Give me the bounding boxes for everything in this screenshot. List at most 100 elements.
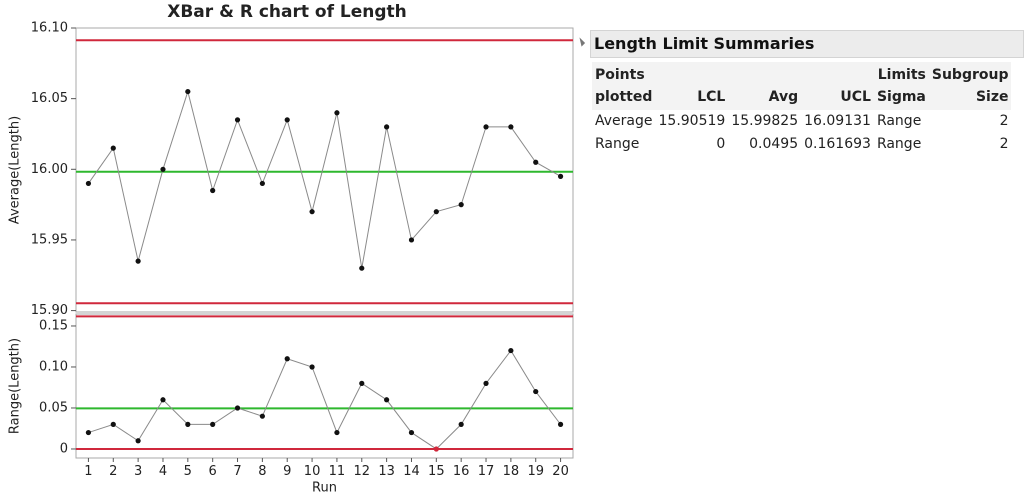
- data-point: [533, 159, 539, 165]
- summary-table: Points plotted LCL Avg UCL Limits Sigma …: [592, 62, 1012, 156]
- data-point: [359, 265, 365, 271]
- plot-frame: [75, 313, 574, 459]
- x-tick-label: 5: [184, 464, 192, 479]
- data-point: [458, 421, 464, 427]
- column-header: LCL: [655, 62, 729, 110]
- column-header: Subgroup Size: [928, 62, 1012, 110]
- data-point: [259, 180, 265, 187]
- chart-title: XBar & R chart of Length: [167, 2, 407, 22]
- data-point: [135, 258, 141, 264]
- column-header: Limits Sigma: [873, 62, 929, 110]
- x-tick-label: 16: [453, 464, 470, 479]
- column-header: Points plotted: [592, 62, 656, 110]
- y-tick-label: 16.00: [31, 162, 68, 177]
- data-point: [110, 421, 116, 427]
- panel-title: Length Limit Summaries: [594, 34, 815, 53]
- column-header: UCL: [801, 62, 874, 110]
- y-tick-label: 16.05: [31, 91, 68, 106]
- x-tick-label: 4: [159, 464, 167, 479]
- table-cell: 0.161693: [804, 136, 871, 152]
- data-point: [408, 429, 415, 436]
- data-point: [259, 413, 265, 419]
- table-cell: 0.0495: [749, 136, 799, 152]
- data-point: [557, 173, 564, 179]
- data-point: [284, 117, 290, 123]
- data-point: [85, 429, 92, 436]
- x-tick-label: 1: [84, 464, 92, 479]
- table-cell: 16.09131: [804, 113, 871, 129]
- table-cell: 2: [999, 136, 1009, 152]
- x-tick-label: 14: [403, 464, 420, 479]
- data-point: [334, 429, 340, 436]
- data-point: [160, 397, 166, 403]
- y-tick-label: 0.10: [39, 359, 68, 374]
- data-point: [384, 124, 390, 130]
- x-axis-label: Run: [312, 481, 337, 496]
- table-cell: 15.90519: [658, 113, 726, 129]
- x-tick-label: 18: [503, 464, 520, 479]
- table-row: Range 0 0.0495 0.161693 Range 2: [592, 133, 1011, 156]
- column-header: Avg: [728, 62, 802, 110]
- x-tick-label: 12: [354, 464, 371, 479]
- plot-frame: [75, 27, 574, 313]
- data-point: [135, 438, 141, 444]
- data-point: [160, 166, 166, 172]
- x-tick-label: 9: [283, 464, 291, 479]
- y-axis-label: Average(Length): [8, 116, 23, 224]
- data-point: [234, 405, 241, 411]
- data-point: [359, 380, 365, 386]
- table-row: Average 15.90519 15.99825 16.09131 Range 2: [592, 110, 1011, 133]
- data-point: [210, 187, 216, 194]
- table-cell: Average: [595, 113, 653, 129]
- y-tick-label: 15.95: [31, 232, 68, 247]
- y-tick-label: 15.90: [31, 303, 68, 318]
- data-point: [458, 202, 464, 208]
- y-tick-label: 16.10: [31, 21, 68, 36]
- disclosure-icon[interactable]: [575, 37, 586, 47]
- data-point: [334, 110, 340, 116]
- table-cell: 2: [999, 113, 1009, 129]
- data-point: [508, 124, 514, 130]
- x-tick-label: 7: [233, 464, 241, 479]
- limit-summary-panel: Length Limit Summaries Points plotted LC…: [575, 30, 1024, 156]
- x-tick-label: 19: [527, 464, 544, 479]
- data-point: [483, 380, 489, 386]
- table-cell: 0: [716, 136, 726, 152]
- table-cell: 15.99825: [731, 113, 799, 129]
- data-point: [309, 364, 315, 370]
- control-chart: XBar & R chart of Length 15.90 15.95 16.00 1…: [8, 2, 574, 496]
- x-tick-label: 15: [428, 464, 445, 479]
- table-cell: Range: [595, 136, 640, 152]
- x-tick-label: 10: [304, 464, 321, 479]
- series-line: [88, 349, 561, 450]
- x-tick-label: 11: [329, 464, 346, 479]
- data-point: [508, 347, 514, 354]
- data-point: [483, 124, 489, 130]
- y-axis-label: Range(Length): [8, 338, 23, 434]
- data-point: [234, 117, 241, 123]
- data-point: [85, 180, 92, 187]
- panel-header[interactable]: Length Limit Summaries: [590, 30, 1024, 58]
- data-point: [284, 356, 290, 362]
- y-tick-label: 0.15: [39, 318, 68, 333]
- data-point: [185, 421, 191, 427]
- y-tick-label: 0: [60, 441, 68, 456]
- series-line: [88, 89, 561, 269]
- header-row: Points plotted LCL Avg UCL Limits Sigma …: [592, 62, 1012, 110]
- data-point: [210, 421, 216, 427]
- data-point: [557, 421, 564, 427]
- table-cell: Range: [876, 113, 922, 129]
- data-point: [110, 145, 116, 151]
- data-point: [309, 209, 315, 215]
- x-tick-label: 17: [478, 464, 495, 479]
- data-point: [384, 397, 390, 403]
- data-point: [433, 209, 439, 215]
- data-point: [433, 446, 439, 452]
- data-point: [185, 88, 191, 95]
- x-tick-label: 6: [209, 464, 217, 479]
- x-tick-label: 8: [258, 464, 266, 479]
- x-tick-label: 2: [109, 464, 117, 479]
- x-tick-label: 3: [134, 464, 142, 479]
- x-tick-label: 13: [378, 464, 395, 479]
